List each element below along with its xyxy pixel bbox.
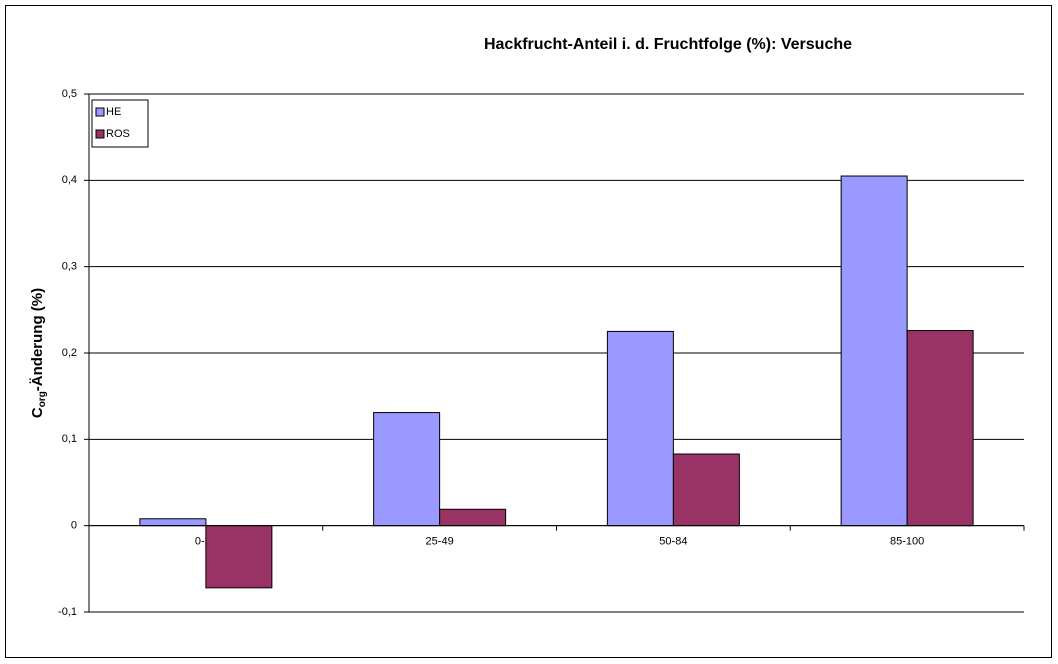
y-tick-label: 0,1 [62,433,77,445]
y-tick-label: 0,3 [62,261,77,273]
y-tick-label: 0,2 [62,347,77,359]
bar [205,525,273,589]
legend-label: ROS [106,128,130,140]
legend-swatch [95,129,105,139]
y-tick-label: 0,5 [62,88,77,100]
y-label-main: C [29,407,46,418]
bar [439,508,507,527]
bar [672,453,740,527]
y-label-rest: -Änderung (%) [29,288,46,391]
bar [840,175,908,527]
y-tick-label: 0 [71,520,77,532]
x-tick-label: 50-84 [659,536,687,548]
x-tick-label: 85-100 [890,536,924,548]
bar [373,412,441,527]
y-label-sub: org [37,391,48,407]
y-axis-label: Corg-Änderung (%) [29,288,48,418]
y-tick-label: 0,4 [62,174,77,186]
legend-label: HE [106,106,121,118]
legend-swatch [95,107,105,117]
bar [906,330,974,527]
bar [139,518,207,527]
chart-title: Hackfrucht-Anteil i. d. Fruchtfolge (%):… [484,36,852,53]
x-tick-label: 25-49 [426,536,454,548]
bar [606,330,674,527]
y-tick-label: -0,1 [58,606,77,618]
